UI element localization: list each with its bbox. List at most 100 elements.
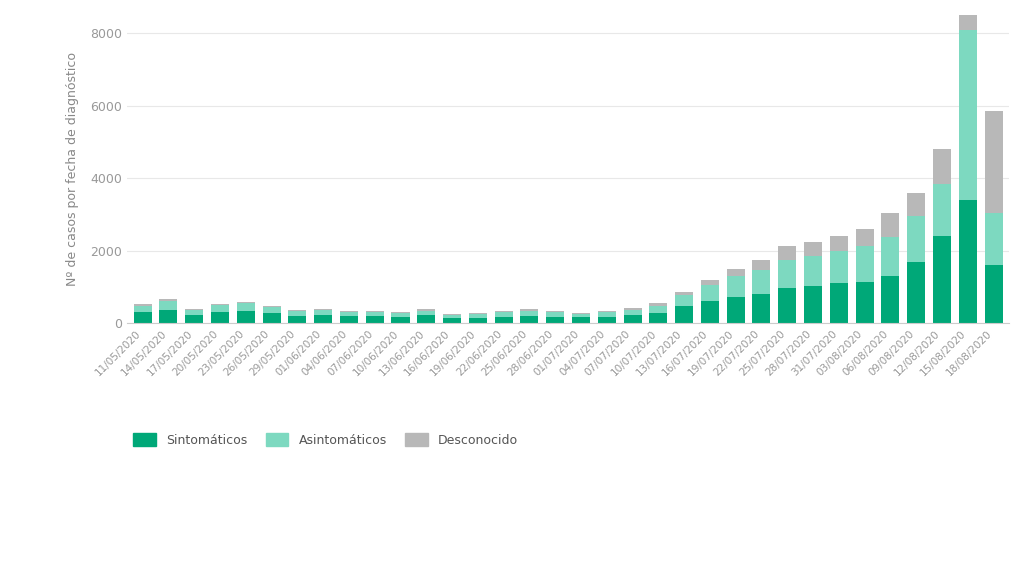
Bar bbox=[520, 309, 539, 310]
Bar bbox=[340, 316, 358, 323]
Bar bbox=[495, 311, 513, 312]
Bar bbox=[882, 214, 899, 237]
Bar bbox=[829, 283, 848, 323]
Bar bbox=[984, 111, 1002, 213]
Bar bbox=[340, 312, 358, 316]
Bar bbox=[160, 309, 177, 323]
Bar bbox=[237, 304, 255, 311]
Bar bbox=[598, 311, 615, 313]
Bar bbox=[882, 237, 899, 276]
Bar bbox=[262, 313, 281, 323]
Bar bbox=[753, 270, 770, 294]
Bar bbox=[366, 311, 384, 312]
Bar bbox=[133, 313, 152, 323]
Bar bbox=[572, 313, 590, 317]
Bar bbox=[907, 217, 926, 262]
Bar bbox=[417, 310, 435, 316]
Bar bbox=[649, 304, 668, 306]
Bar bbox=[958, 29, 977, 200]
Bar bbox=[829, 251, 848, 283]
Bar bbox=[958, 0, 977, 29]
Bar bbox=[443, 318, 461, 323]
Bar bbox=[598, 313, 615, 317]
Bar bbox=[727, 270, 744, 276]
Bar bbox=[391, 317, 410, 323]
Bar bbox=[520, 310, 539, 316]
Bar bbox=[160, 299, 177, 301]
Bar bbox=[649, 313, 668, 323]
Bar bbox=[856, 229, 873, 246]
Bar bbox=[391, 313, 410, 317]
Bar bbox=[700, 301, 719, 323]
Bar bbox=[211, 305, 229, 312]
Bar bbox=[366, 316, 384, 323]
Bar bbox=[675, 292, 693, 295]
Bar bbox=[289, 316, 306, 323]
Bar bbox=[829, 236, 848, 251]
Bar bbox=[185, 309, 203, 310]
Bar bbox=[907, 262, 926, 323]
Bar bbox=[753, 294, 770, 323]
Bar bbox=[160, 301, 177, 309]
Bar bbox=[546, 317, 564, 323]
Bar bbox=[882, 276, 899, 323]
Bar bbox=[700, 285, 719, 301]
Bar bbox=[778, 246, 797, 260]
Bar bbox=[211, 312, 229, 323]
Bar bbox=[984, 213, 1002, 266]
Bar bbox=[753, 260, 770, 270]
Bar bbox=[469, 318, 486, 323]
Bar bbox=[314, 309, 332, 310]
Bar bbox=[314, 316, 332, 323]
Bar bbox=[237, 311, 255, 323]
Bar bbox=[624, 315, 642, 323]
Bar bbox=[958, 200, 977, 323]
Bar bbox=[185, 316, 203, 323]
Bar bbox=[907, 193, 926, 217]
Bar bbox=[675, 295, 693, 306]
Bar bbox=[727, 276, 744, 297]
Bar bbox=[495, 312, 513, 317]
Bar bbox=[804, 256, 822, 286]
Bar bbox=[856, 282, 873, 323]
Bar bbox=[262, 307, 281, 313]
Bar bbox=[185, 310, 203, 316]
Bar bbox=[366, 312, 384, 316]
Bar bbox=[211, 304, 229, 305]
Bar bbox=[546, 312, 564, 317]
Bar bbox=[649, 306, 668, 313]
Bar bbox=[856, 246, 873, 282]
Bar bbox=[778, 260, 797, 288]
Bar bbox=[624, 308, 642, 309]
Bar bbox=[572, 317, 590, 323]
Bar bbox=[675, 306, 693, 323]
Bar bbox=[443, 314, 461, 315]
Bar bbox=[984, 266, 1002, 323]
Bar bbox=[624, 309, 642, 315]
Bar bbox=[289, 310, 306, 316]
Y-axis label: Nº de casos por fecha de diagnóstico: Nº de casos por fecha de diagnóstico bbox=[67, 52, 79, 286]
Bar bbox=[804, 286, 822, 323]
Bar bbox=[520, 316, 539, 323]
Bar bbox=[237, 302, 255, 304]
Bar bbox=[933, 149, 951, 184]
Bar bbox=[133, 306, 152, 313]
Bar bbox=[469, 313, 486, 314]
Bar bbox=[262, 306, 281, 307]
Bar bbox=[417, 316, 435, 323]
Bar bbox=[933, 184, 951, 236]
Bar bbox=[804, 242, 822, 256]
Bar bbox=[778, 288, 797, 323]
Bar bbox=[495, 317, 513, 323]
Legend: Sintomáticos, Asintomáticos, Desconocido: Sintomáticos, Asintomáticos, Desconocido bbox=[133, 433, 518, 446]
Bar bbox=[933, 236, 951, 323]
Bar bbox=[598, 317, 615, 323]
Bar bbox=[133, 304, 152, 306]
Bar bbox=[727, 297, 744, 323]
Bar bbox=[700, 280, 719, 285]
Bar bbox=[443, 315, 461, 318]
Bar bbox=[546, 311, 564, 312]
Bar bbox=[314, 310, 332, 316]
Bar bbox=[417, 309, 435, 310]
Bar bbox=[469, 314, 486, 318]
